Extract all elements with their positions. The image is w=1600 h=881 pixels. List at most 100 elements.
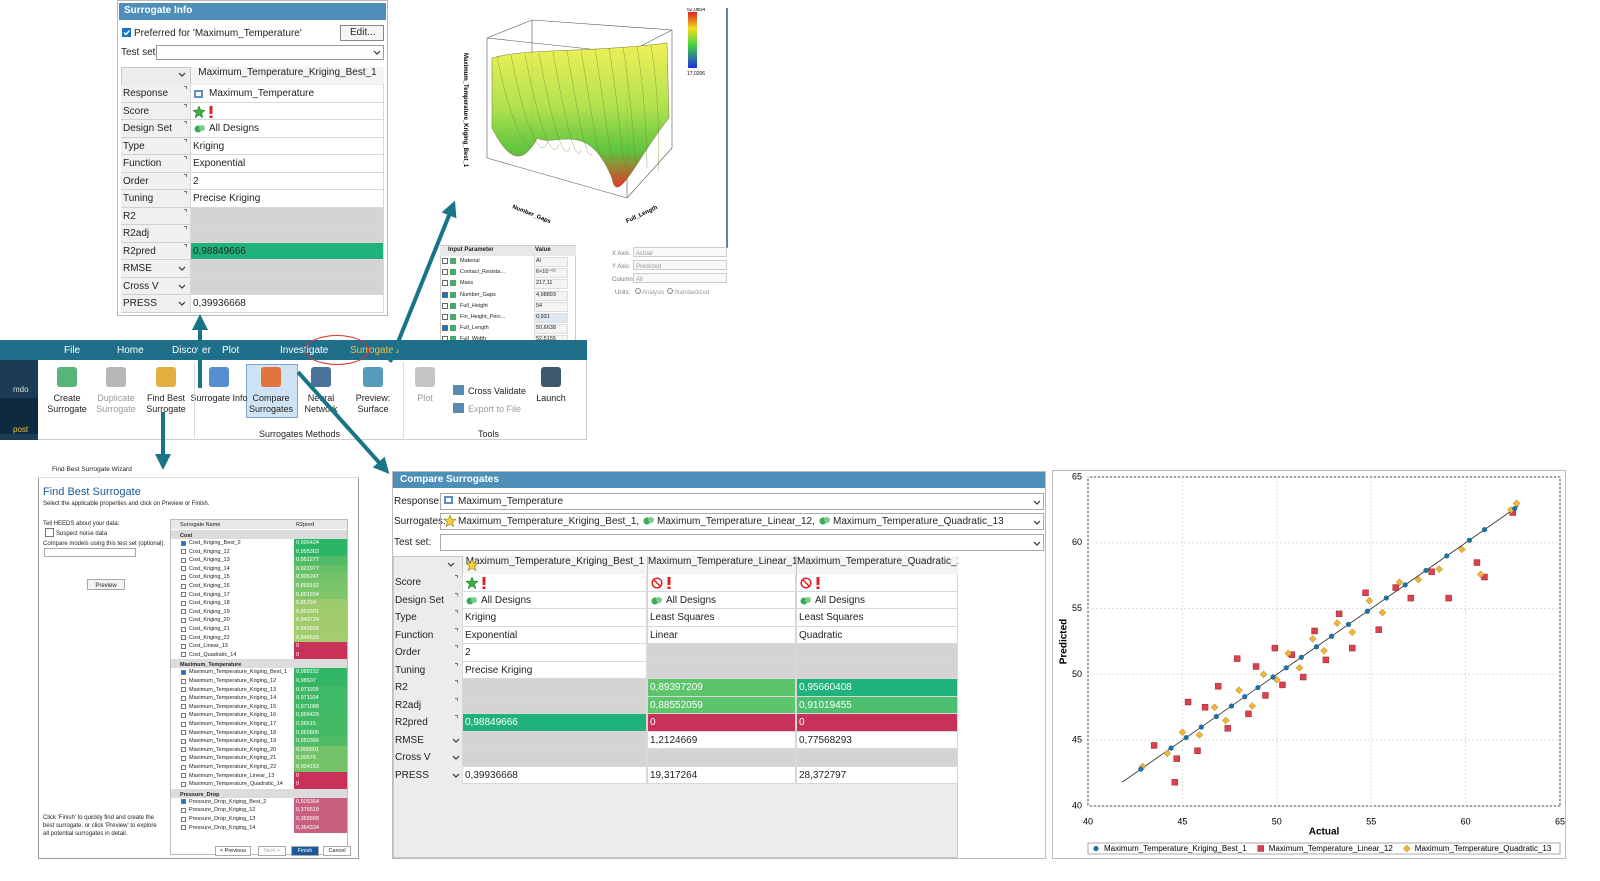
value-field[interactable] [534,290,568,301]
item-checkbox[interactable] [181,695,186,701]
row-checkbox[interactable] [442,314,448,320]
item-checkbox[interactable] [181,721,186,727]
ribbon-button[interactable]: Find Best Surrogate [146,393,186,414]
item-checkbox[interactable] [181,730,186,736]
row-checkbox[interactable] [442,280,448,287]
ribbon-button[interactable]: Compare Surrogates [248,393,294,414]
item-checkbox[interactable] [181,747,186,753]
item-checkbox[interactable] [181,773,186,779]
ribbon-tab[interactable]: Investigate [280,345,329,356]
value-field[interactable] [534,257,568,267]
ribbon-button[interactable]: Plot [417,393,433,403]
ribbon-button[interactable]: Launch [536,393,566,403]
item-checkbox[interactable] [181,626,186,632]
value-field[interactable] [534,313,568,323]
parameter-name: Full_Width [460,335,486,344]
item-checkbox[interactable] [181,669,186,675]
side-item[interactable]: post [13,425,29,434]
item-checkbox[interactable] [181,678,186,684]
button-label[interactable]: Next > [263,848,281,854]
leaf-icon [819,517,830,525]
item-checkbox[interactable] [181,816,186,822]
ribbon-button[interactable]: Duplicate Surrogate [96,393,136,414]
wizard-button[interactable]: < Previous [215,846,251,856]
surrogate-name: Cost_Kriging_13 [189,557,230,564]
test-set-dropdown[interactable] [44,548,136,557]
column-name: Maximum_Temperature_Kriging_Best_1 [465,556,645,567]
item-checkbox[interactable] [181,755,186,761]
chev-icon [452,755,460,760]
ribbon-tab[interactable]: Home [117,345,144,356]
surrogate-name: Maximum_Temperature_Kriging_21 [189,755,277,762]
item-checkbox[interactable] [181,704,186,710]
setting-dropdown[interactable] [633,273,727,283]
radio[interactable] [635,288,641,294]
row-checkbox[interactable] [442,258,448,264]
ribbon-tab[interactable]: Surrogates [350,345,399,356]
item-checkbox[interactable] [181,825,186,831]
item-checkbox[interactable] [181,557,186,563]
item-checkbox[interactable] [181,799,186,805]
setting-dropdown[interactable] [633,247,727,257]
row-checkbox[interactable] [442,291,448,298]
field-dropdown[interactable] [440,534,1044,551]
wizard-button[interactable]: Cancel [323,846,351,856]
wizard-button[interactable]: Next > [258,846,286,856]
item-checkbox[interactable] [181,764,186,770]
item-checkbox[interactable] [181,592,186,598]
item-checkbox[interactable] [181,652,186,658]
wizard-button[interactable]: Finish [291,846,319,856]
row-label: Type [395,612,417,623]
test-set-dropdown[interactable] [156,45,384,60]
value-field[interactable] [534,268,568,279]
value-cell [190,277,384,295]
item-checkbox[interactable] [181,635,186,641]
setting-dropdown[interactable] [633,260,727,270]
item-checkbox[interactable] [181,617,186,623]
item-checkbox[interactable] [181,583,186,589]
item-checkbox[interactable] [181,687,186,693]
item-checkbox[interactable] [181,574,186,580]
item-checkbox[interactable] [181,540,186,546]
checkbox-label[interactable]: Preferred for 'Maximum_Temperature' [134,28,302,39]
tool-button[interactable]: Cross Validate [468,386,526,396]
side-item[interactable]: mdo [13,385,29,394]
ribbon-button[interactable]: Surrogate Info [190,393,248,403]
row-checkbox[interactable] [442,269,448,276]
ribbon-button[interactable]: Preview: Surface [355,393,391,414]
item-checkbox[interactable] [181,643,186,649]
item-checkbox[interactable] [181,807,186,813]
button-label[interactable]: Finish [297,848,313,854]
row-header [121,225,190,243]
ribbon-tab[interactable]: Discover [172,345,211,356]
button-label[interactable]: Preview [95,583,117,589]
field-dropdown[interactable] [440,513,1044,530]
tool-button[interactable]: Export to File [468,404,522,414]
item-checkbox[interactable] [181,781,186,787]
ribbon-tab[interactable]: File [64,345,81,356]
button-label[interactable]: Cancel [328,848,346,854]
button-label[interactable]: < Previous [219,848,247,854]
ribbon-tab[interactable]: Plot [222,345,240,356]
row-checkbox[interactable] [442,302,448,309]
checkbox-label[interactable]: Suspect noise data [56,531,108,537]
ribbon-button[interactable]: Neural Network [304,393,338,414]
value-field[interactable] [534,279,568,290]
item-checkbox[interactable] [181,566,186,572]
item-checkbox[interactable] [181,712,186,718]
item-checkbox[interactable] [181,600,186,606]
field-dropdown[interactable] [440,493,1044,510]
preview-button[interactable]: Preview [87,579,125,590]
value-field[interactable] [534,324,568,335]
value-field[interactable] [534,301,568,312]
item-checkbox[interactable] [181,609,186,615]
radio[interactable] [667,288,673,294]
button-label[interactable]: Edit... [350,27,376,38]
edit-button[interactable]: Edit... [340,25,384,41]
data-point [1311,627,1318,635]
item-checkbox[interactable] [181,549,186,555]
ribbon-button[interactable]: Create Surrogate [47,393,87,414]
row-checkbox[interactable] [442,325,448,332]
item-checkbox[interactable] [181,738,186,744]
